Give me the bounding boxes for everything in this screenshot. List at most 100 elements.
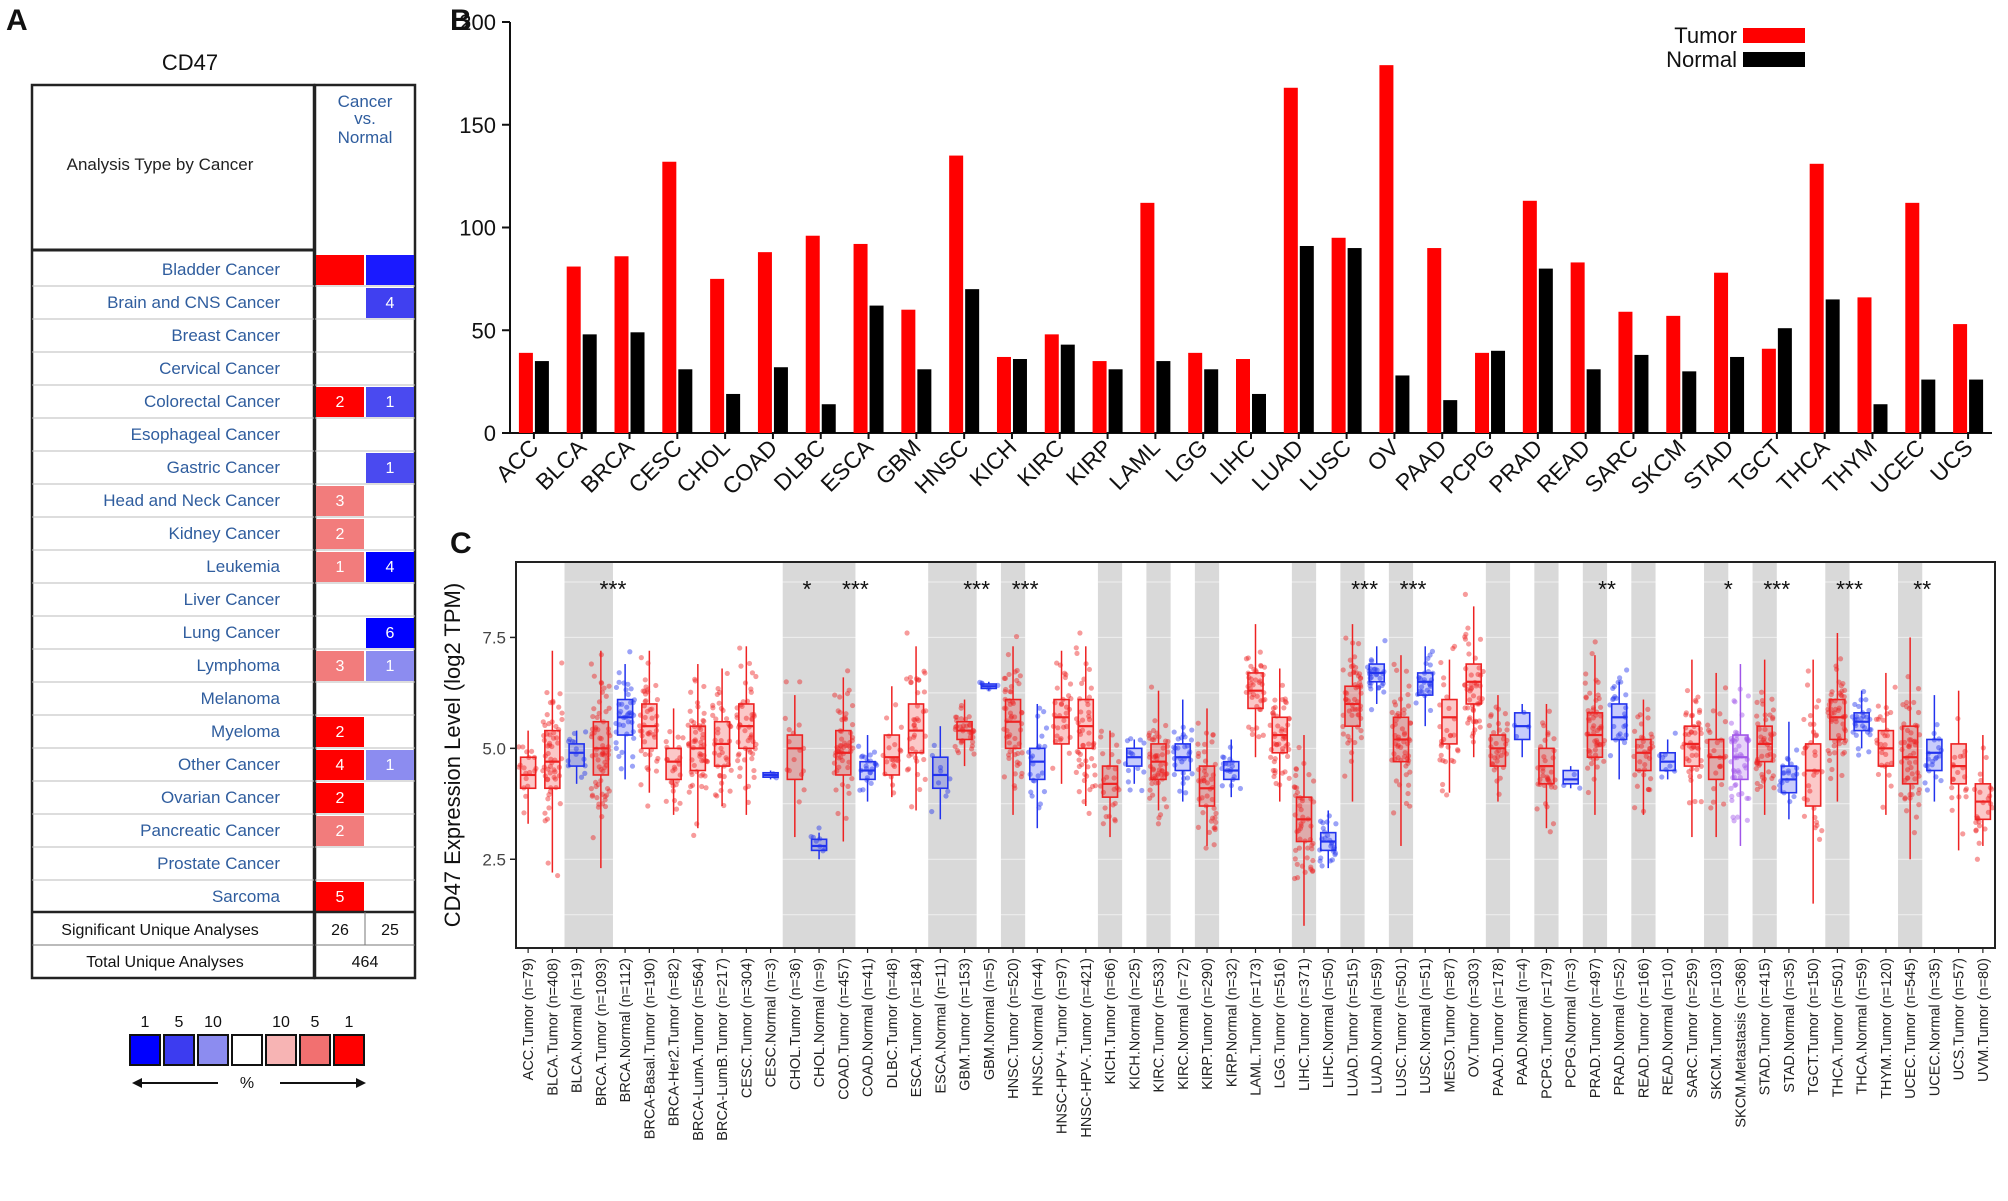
data-point	[1754, 786, 1760, 792]
data-point	[1076, 789, 1082, 795]
data-point	[703, 785, 709, 791]
cancer-type-link[interactable]: Ovarian Cancer	[161, 788, 280, 807]
data-point	[718, 787, 724, 794]
cancer-type-link[interactable]: Pancreatic Cancer	[140, 821, 280, 840]
data-point	[1419, 689, 1425, 695]
up-regulated-cell[interactable]	[316, 519, 364, 549]
down-regulated-cell[interactable]	[366, 651, 414, 681]
x-tick-label: LIHC.Normal (n=50)	[1321, 958, 1337, 1088]
down-regulated-cell[interactable]	[366, 750, 414, 780]
up-regulated-cell[interactable]	[316, 255, 364, 285]
data-point	[1591, 776, 1597, 782]
data-point	[1462, 634, 1468, 640]
cancer-type-link[interactable]: Breast Cancer	[171, 326, 280, 345]
data-point	[1175, 736, 1181, 742]
cancer-type-link[interactable]: Head and Neck Cancer	[103, 491, 280, 510]
data-point	[1692, 697, 1699, 704]
down-count: 1	[386, 658, 395, 675]
data-point	[569, 738, 576, 745]
down-regulated-cell[interactable]	[366, 288, 414, 318]
data-point	[1006, 671, 1012, 678]
cancer-type-link[interactable]: Melanoma	[201, 689, 281, 708]
legend-swatch	[299, 1034, 331, 1066]
data-point	[1080, 742, 1086, 748]
cancer-type-link[interactable]: Prostate Cancer	[157, 854, 280, 873]
data-point	[1540, 772, 1546, 779]
cancer-type-link[interactable]: Sarcoma	[212, 887, 281, 906]
data-point	[1934, 722, 1940, 728]
up-regulated-cell[interactable]	[316, 486, 364, 516]
cancer-type-link[interactable]: Brain and CNS Cancer	[107, 293, 280, 312]
cancer-type-link[interactable]: Colorectal Cancer	[144, 392, 280, 411]
data-point	[1347, 737, 1353, 743]
data-point	[1794, 747, 1800, 753]
cancer-type-link[interactable]: Esophageal Cancer	[131, 425, 281, 444]
data-point	[616, 679, 622, 685]
data-point	[712, 792, 719, 798]
down-regulated-cell[interactable]	[366, 552, 414, 582]
cancer-type-link[interactable]: Other Cancer	[178, 755, 280, 774]
cancer-type-link[interactable]: Lymphoma	[197, 656, 281, 675]
data-point	[1594, 739, 1600, 746]
data-point	[1311, 799, 1317, 805]
data-point	[860, 787, 866, 793]
data-point	[837, 694, 843, 700]
data-point	[1837, 656, 1844, 662]
data-point	[801, 787, 807, 793]
up-regulated-cell[interactable]	[316, 882, 364, 912]
up-regulated-cell[interactable]	[316, 552, 364, 582]
data-point	[1054, 685, 1060, 691]
cancer-type-link[interactable]: Cervical Cancer	[159, 359, 280, 378]
up-count: 1	[336, 559, 345, 576]
down-regulated-cell[interactable]	[366, 618, 414, 648]
y-tick-label: 200	[459, 10, 496, 35]
cancer-type-link[interactable]: Kidney Cancer	[168, 524, 280, 543]
data-point	[1444, 792, 1450, 798]
box-group	[1097, 728, 1122, 838]
data-point	[555, 740, 561, 746]
cancer-type-link[interactable]: Bladder Cancer	[162, 260, 280, 279]
x-tick-label: ACC.Tumor (n=79)	[521, 958, 537, 1080]
up-regulated-cell[interactable]	[316, 717, 364, 747]
up-regulated-cell[interactable]	[316, 651, 364, 681]
data-point	[1358, 675, 1364, 681]
data-point	[692, 738, 699, 744]
box-group	[1607, 667, 1630, 780]
up-regulated-cell[interactable]	[316, 387, 364, 417]
data-point	[1832, 706, 1839, 713]
data-point	[1189, 727, 1195, 733]
down-regulated-cell[interactable]	[366, 453, 414, 483]
data-point	[845, 764, 851, 771]
up-regulated-cell[interactable]	[316, 816, 364, 846]
data-point	[1246, 724, 1252, 730]
data-point	[1394, 667, 1400, 673]
down-regulated-cell[interactable]	[366, 255, 414, 285]
data-point	[1933, 754, 1940, 761]
data-point	[1276, 741, 1282, 747]
cancer-type-link[interactable]: Leukemia	[206, 557, 280, 576]
data-point	[1220, 754, 1226, 760]
cancer-type-link[interactable]: Liver Cancer	[184, 590, 281, 609]
data-point	[1114, 742, 1120, 748]
box-group	[1728, 664, 1752, 846]
cancer-type-link[interactable]: Gastric Cancer	[167, 458, 281, 477]
up-regulated-cell[interactable]	[316, 750, 364, 780]
data-point	[1135, 765, 1141, 772]
data-point	[1787, 798, 1793, 805]
data-point	[1649, 734, 1655, 740]
data-point	[1160, 745, 1166, 751]
data-point	[1977, 789, 1983, 795]
data-point	[1149, 737, 1155, 743]
data-point	[1211, 842, 1217, 848]
down-regulated-cell[interactable]	[366, 387, 414, 417]
cancer-type-link[interactable]: Lung Cancer	[183, 623, 281, 642]
up-regulated-cell[interactable]	[316, 783, 364, 813]
data-point	[630, 754, 636, 760]
data-point	[599, 751, 605, 758]
bar-normal	[1777, 328, 1792, 433]
data-point	[625, 681, 631, 687]
data-point	[1610, 685, 1616, 692]
data-point	[663, 798, 669, 804]
data-point	[1371, 666, 1377, 672]
cancer-type-link[interactable]: Myeloma	[211, 722, 281, 741]
